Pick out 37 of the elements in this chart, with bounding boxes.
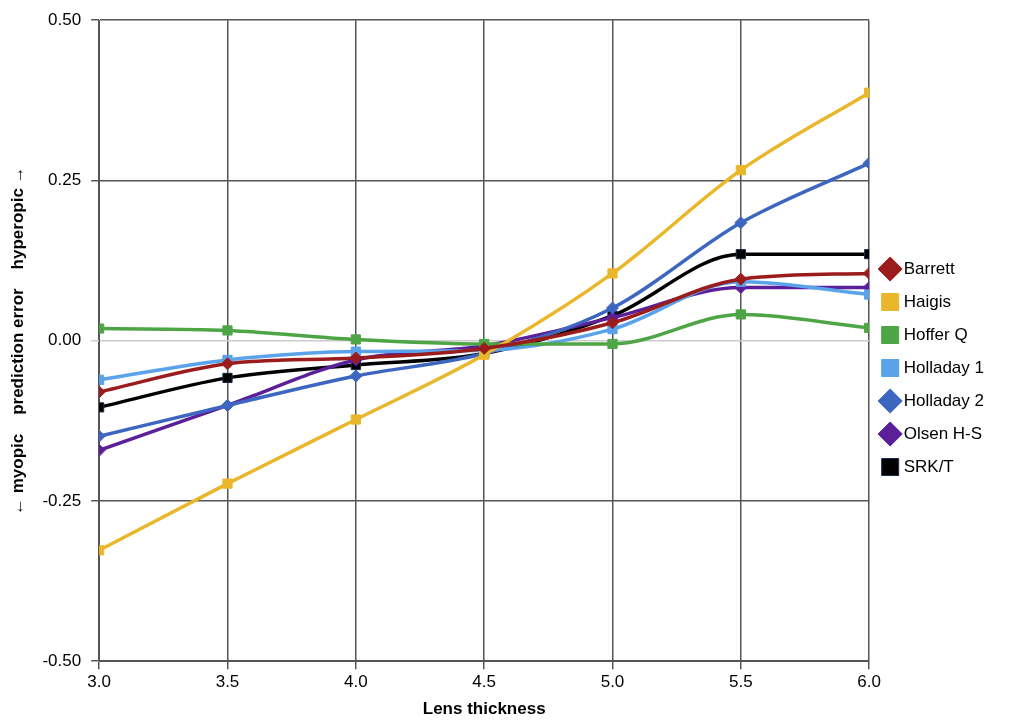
point [735, 309, 746, 320]
y-axis-title: ← myopic prediction error hyperopic → [7, 166, 27, 515]
x-tick-label: 3.5 [215, 672, 240, 692]
x-tick-label: 4.5 [472, 672, 496, 692]
x-tick-label: 4.0 [344, 672, 368, 692]
point [607, 268, 618, 279]
x-tick-label: 3.0 [87, 672, 111, 692]
legend-label: Olsen H-S [903, 423, 983, 443]
y-tick-label: -0.50 [42, 650, 82, 670]
point [222, 478, 233, 489]
point [735, 165, 746, 176]
point [220, 357, 234, 371]
point [350, 414, 361, 425]
point [222, 372, 233, 383]
legend-label: Hoffer Q [903, 324, 968, 344]
y-tick-label: 0.00 [48, 330, 82, 350]
legend-label: Haigis [903, 291, 951, 311]
legend-label: Barrett [903, 258, 955, 278]
point [349, 369, 363, 383]
point [222, 325, 233, 336]
legend-label: Holladay 1 [903, 357, 984, 377]
x-tick-label: 5.5 [729, 672, 753, 692]
y-tick-label: 0.25 [48, 170, 82, 190]
legend-label: Holladay 2 [903, 390, 984, 410]
x-tick-label: 5.0 [600, 672, 625, 692]
y-tick-label: -0.25 [42, 490, 82, 510]
x-tick-label: 6.0 [857, 672, 881, 692]
point [350, 334, 361, 345]
point [606, 301, 619, 315]
point [606, 316, 619, 330]
point [734, 216, 748, 230]
point [607, 338, 618, 349]
x-axis-title: Lens thickness [422, 699, 546, 719]
point [734, 272, 748, 286]
y-tick-label: 0.50 [48, 9, 82, 29]
legend-label: SRK/T [903, 456, 954, 476]
point [735, 249, 746, 260]
